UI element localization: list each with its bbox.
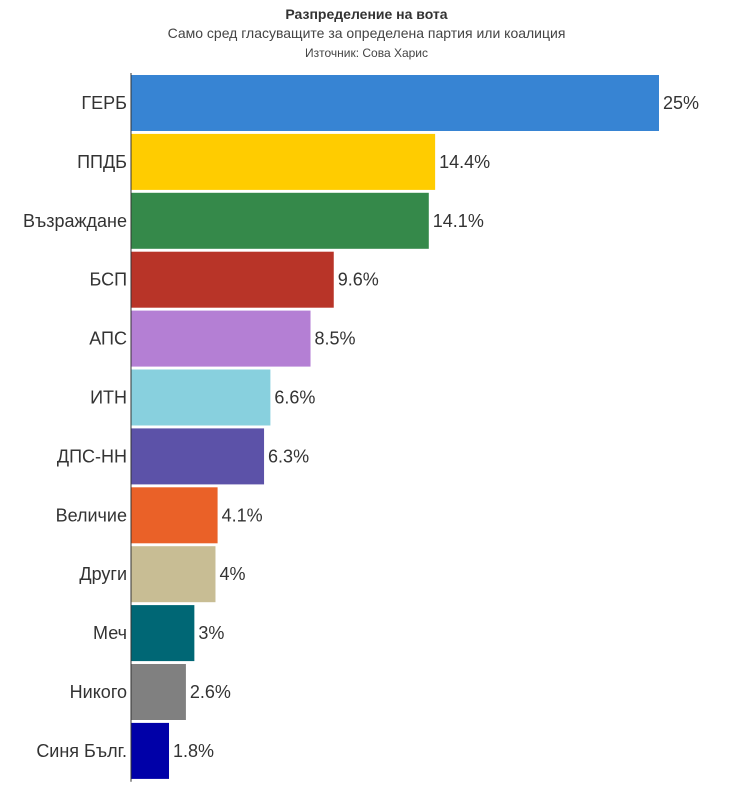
category-label: АПС <box>89 329 127 349</box>
value-label: 9.6% <box>338 270 379 290</box>
value-label: 14.1% <box>433 211 484 231</box>
category-label: Меч <box>93 623 127 643</box>
category-label: Възраждане <box>23 211 127 231</box>
chart-title: Разпределение на вота <box>285 6 448 22</box>
bar-4 <box>131 310 311 367</box>
bar-10 <box>131 664 186 720</box>
value-label: 25% <box>663 93 699 113</box>
category-label: Синя Бълг. <box>36 741 127 761</box>
bar-3 <box>131 251 334 308</box>
bar-1 <box>131 133 436 190</box>
value-label: 14.4% <box>439 152 490 172</box>
bar-6 <box>131 428 265 485</box>
bar-7 <box>131 487 218 544</box>
value-label: 6.3% <box>268 446 309 466</box>
value-label: 3% <box>198 623 224 643</box>
category-label: БСП <box>89 270 127 290</box>
category-label: ППДБ <box>77 152 127 172</box>
category-label: Величие <box>56 505 127 525</box>
bar-5 <box>131 369 271 426</box>
bar-9 <box>131 605 195 662</box>
bar-11 <box>131 722 170 779</box>
bar-0 <box>131 75 659 131</box>
category-label: ИТН <box>90 388 127 408</box>
value-label: 2.6% <box>190 682 231 702</box>
category-label: Други <box>79 564 127 584</box>
category-label: Никого <box>70 682 127 702</box>
chart-source: Източник: Сова Харис <box>304 46 429 60</box>
value-label: 6.6% <box>274 388 315 408</box>
value-label: 1.8% <box>173 741 214 761</box>
category-label: ДПС-НН <box>57 446 127 466</box>
chart-subtitle: Само сред гласуващите за определена парт… <box>167 25 566 41</box>
value-label: 4.1% <box>222 505 263 525</box>
category-label: ГЕРБ <box>81 93 127 113</box>
bar-8 <box>131 546 216 603</box>
bar-2 <box>131 192 429 249</box>
value-label: 8.5% <box>315 329 356 349</box>
value-label: 4% <box>219 564 245 584</box>
